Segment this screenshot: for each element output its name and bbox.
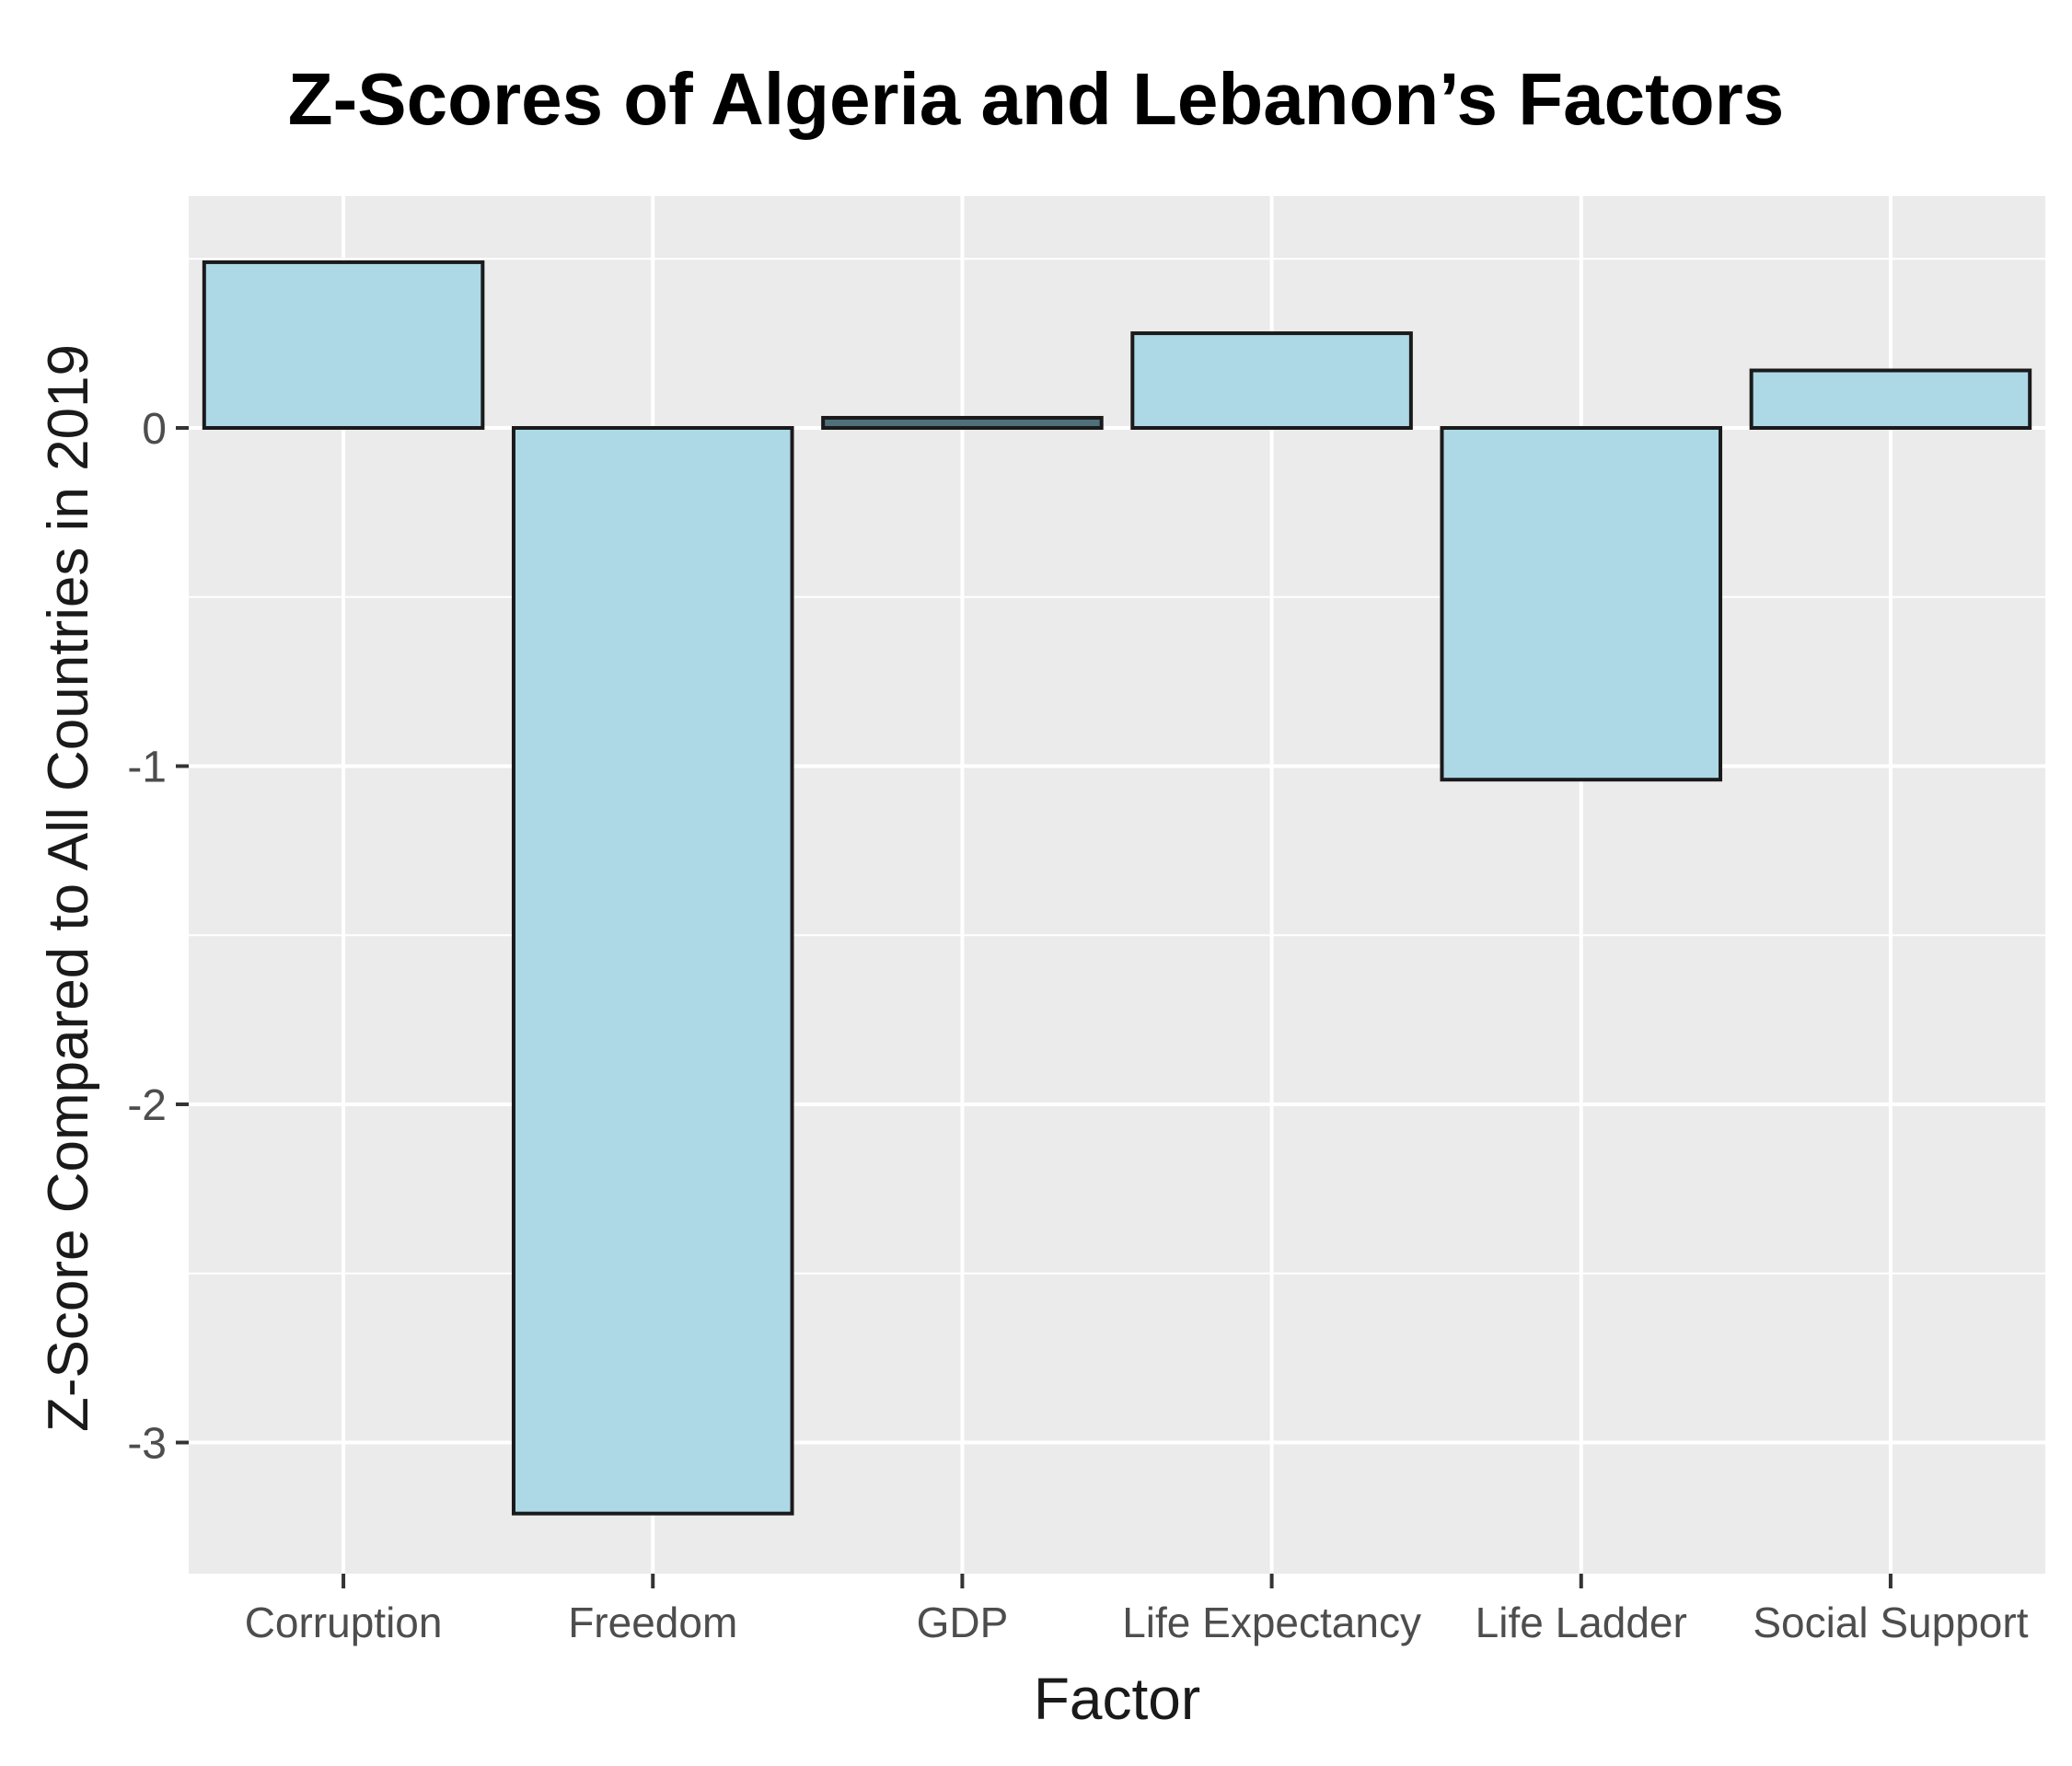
- x-tick-label: Freedom: [568, 1599, 737, 1646]
- bar-life-expectancy: [1130, 331, 1413, 431]
- x-tick-label: Life Ladder: [1476, 1599, 1687, 1646]
- bars-layer: [202, 260, 2032, 1516]
- grid-layer: [189, 196, 2045, 1574]
- x-tick-label: Corruption: [245, 1599, 443, 1646]
- y-axis-title: Z-Score Compared to All Countries in 201…: [37, 344, 100, 1432]
- y-tick-label: -3: [127, 1420, 167, 1469]
- plot-panel: [189, 196, 2045, 1574]
- x-tick-label: Life Expectancy: [1122, 1599, 1421, 1646]
- bar-social-support: [1749, 368, 2032, 430]
- x-axis: Corruption Freedom GDP Life Expectancy Life …: [245, 1574, 2029, 1646]
- y-tick-label: -1: [127, 744, 167, 792]
- x-axis-title: Factor: [1034, 1666, 1200, 1732]
- bar-freedom: [511, 426, 794, 1516]
- bar-gdp: [821, 415, 1104, 431]
- y-axis: 0 -1 -2 -3: [127, 405, 189, 1469]
- bar-corruption: [202, 260, 485, 430]
- x-tick-label: Social Support: [1753, 1599, 2028, 1646]
- y-tick-label: 0: [142, 405, 167, 454]
- chart-title: Z-Scores of Algeria and Lebanon’s Factor…: [287, 58, 1785, 140]
- y-tick-label: -2: [127, 1081, 167, 1130]
- bar-life-ladder: [1440, 426, 1723, 782]
- x-tick-label: GDP: [917, 1599, 1009, 1646]
